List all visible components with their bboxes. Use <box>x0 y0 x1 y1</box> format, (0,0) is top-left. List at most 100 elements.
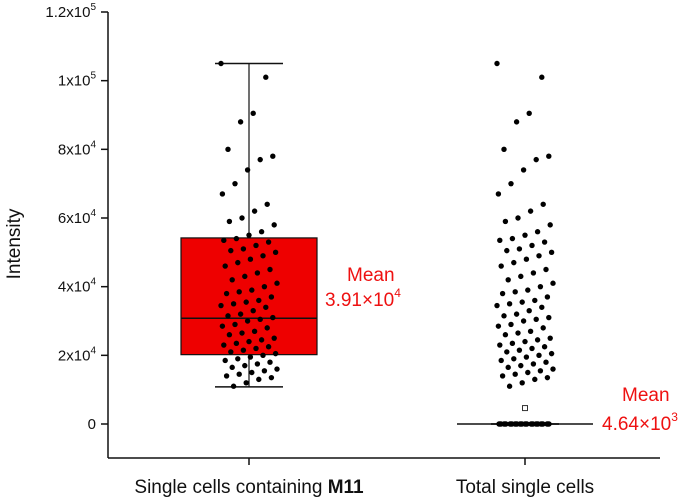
point-s1-13 <box>502 218 509 225</box>
point-s1-19 <box>541 239 548 245</box>
point-s1-77 <box>499 373 506 379</box>
y-tick-label-exp-2: 4 <box>90 277 96 288</box>
point-s0-26 <box>235 259 241 266</box>
point-s0-52 <box>251 328 258 334</box>
point-s0-23 <box>272 249 279 256</box>
point-s0-17 <box>233 235 240 242</box>
point-s0-78 <box>268 374 275 381</box>
point-s1-105 <box>512 421 518 427</box>
y-tick-label-mantissa-3: 6x10 <box>58 210 91 227</box>
point-s0-11 <box>251 208 258 214</box>
mean-m11-title: Mean <box>347 265 395 286</box>
point-s1-7 <box>520 167 527 173</box>
point-s0-13 <box>226 218 233 225</box>
point-s0-66 <box>247 354 254 360</box>
point-s0-29 <box>254 270 261 276</box>
point-s1-62 <box>516 347 523 353</box>
point-s1-8 <box>508 180 514 187</box>
point-s1-65 <box>536 352 542 359</box>
point-s1-16 <box>522 232 528 238</box>
point-s1-109 <box>501 421 507 427</box>
point-s0-4 <box>225 146 231 153</box>
point-s1-56 <box>534 337 541 343</box>
point-s1-75 <box>525 369 531 376</box>
point-s0-1 <box>263 74 269 80</box>
x-ticks <box>248 458 526 465</box>
point-s0-21 <box>240 246 247 252</box>
point-s1-52 <box>527 328 534 334</box>
point-s0-54 <box>226 332 233 338</box>
y-tick-label-mantissa-5: 1x10 <box>58 73 91 90</box>
point-s1-2 <box>526 110 532 116</box>
point-s1-107 <box>533 421 539 427</box>
point-s0-18 <box>221 237 227 244</box>
y-tick-label-exp-3: 4 <box>90 208 96 219</box>
mean-total-title: Mean <box>622 385 670 406</box>
point-s1-47 <box>533 316 539 322</box>
mean-m11-mantissa: 3.91×10 <box>325 290 394 311</box>
point-s0-80 <box>243 380 249 386</box>
y-tick-label-exp-5: 5 <box>90 71 96 82</box>
point-s0-24 <box>260 253 266 259</box>
point-s0-10 <box>264 201 270 207</box>
point-s0-62 <box>240 347 247 353</box>
point-s0-72 <box>229 364 235 371</box>
point-s0-33 <box>261 283 268 290</box>
point-s0-2 <box>250 110 256 116</box>
point-s1-36 <box>499 290 506 297</box>
point-s0-27 <box>222 263 228 269</box>
point-s0-46 <box>270 314 276 321</box>
data-points <box>218 60 556 427</box>
point-s0-22 <box>228 247 234 254</box>
y-tick-label-exp-1: 4 <box>90 345 96 356</box>
point-s1-70 <box>530 361 537 367</box>
y-tick-label-mantissa-4: 8x10 <box>58 141 91 158</box>
point-s0-60 <box>265 344 272 350</box>
point-s0-43 <box>250 308 256 314</box>
point-s0-25 <box>247 256 254 262</box>
point-s0-73 <box>274 366 280 372</box>
point-s1-9 <box>495 191 502 197</box>
point-s1-103 <box>544 421 550 427</box>
point-s0-81 <box>230 383 237 389</box>
point-s0-76 <box>236 371 242 377</box>
y-tick-label-2: 4x104 <box>58 277 97 296</box>
point-s0-56 <box>258 337 265 343</box>
point-s1-25 <box>523 256 530 262</box>
point-s1-110 <box>538 421 544 427</box>
point-s0-28 <box>267 266 273 273</box>
point-s0-50 <box>219 323 226 329</box>
point-s0-40 <box>230 301 237 307</box>
point-s1-80 <box>519 380 525 386</box>
point-s1-54 <box>502 332 509 338</box>
point-s1-53 <box>515 330 521 336</box>
point-s1-64 <box>548 350 555 357</box>
point-s1-14 <box>547 222 553 228</box>
point-s1-31 <box>505 277 511 283</box>
point-s1-32 <box>550 280 556 286</box>
point-s0-79 <box>256 376 262 383</box>
mean-marker-0 <box>522 405 528 412</box>
point-s0-65 <box>260 352 266 359</box>
point-s1-12 <box>515 215 521 221</box>
point-s1-15 <box>534 229 541 235</box>
point-s1-78 <box>544 374 551 381</box>
point-s1-43 <box>526 308 532 314</box>
point-s1-30 <box>518 273 524 280</box>
point-s1-34 <box>525 287 531 293</box>
point-s0-5 <box>270 153 276 159</box>
point-s0-63 <box>228 349 234 355</box>
point-s0-31 <box>229 277 235 283</box>
point-s1-38 <box>532 297 538 304</box>
point-s1-57 <box>522 338 528 345</box>
mean-total-value: 4.64×103 <box>602 410 678 435</box>
point-s1-40 <box>506 301 513 307</box>
point-s0-3 <box>237 119 244 125</box>
mean-m11-value: 3.91×104 <box>325 286 401 311</box>
point-s1-6 <box>533 156 539 163</box>
point-s1-4 <box>501 146 507 153</box>
mean-total-exponent: 3 <box>671 410 678 424</box>
point-s1-106 <box>496 421 502 427</box>
point-s1-63 <box>504 349 510 355</box>
